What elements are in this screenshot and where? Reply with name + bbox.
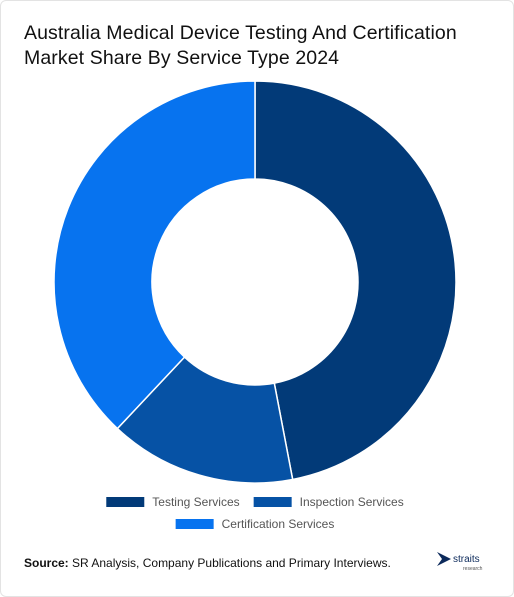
legend-swatch-testing-services: [106, 497, 145, 507]
legend-swatch-inspection-services: [253, 497, 292, 507]
source-note: Source: SR Analysis, Company Publication…: [24, 556, 391, 570]
source-text: SR Analysis, Company Publications and Pr…: [72, 556, 391, 570]
slice-inspection-services: [116, 356, 294, 484]
legend-swatch-certification-services: [175, 519, 214, 529]
logo-word: straits: [453, 554, 480, 565]
source-label: Source:: [24, 556, 69, 570]
logo-arrow-icon: [437, 552, 451, 566]
chart-title: Australia Medical Device Testing And Cer…: [24, 22, 457, 69]
legend-label-inspection-services: Inspection Services: [300, 495, 404, 509]
slice-testing-services: [254, 80, 457, 481]
donut-slices: [53, 80, 457, 484]
legend: Testing Services Inspection Services Certi…: [106, 495, 404, 531]
legend-label-certification-services: Certification Services: [222, 517, 335, 531]
logo-sub: research: [463, 566, 483, 572]
slice-certification-services: [53, 80, 256, 430]
legend-label-testing-services: Testing Services: [152, 495, 239, 509]
straits-research-logo: straits research: [437, 549, 493, 575]
